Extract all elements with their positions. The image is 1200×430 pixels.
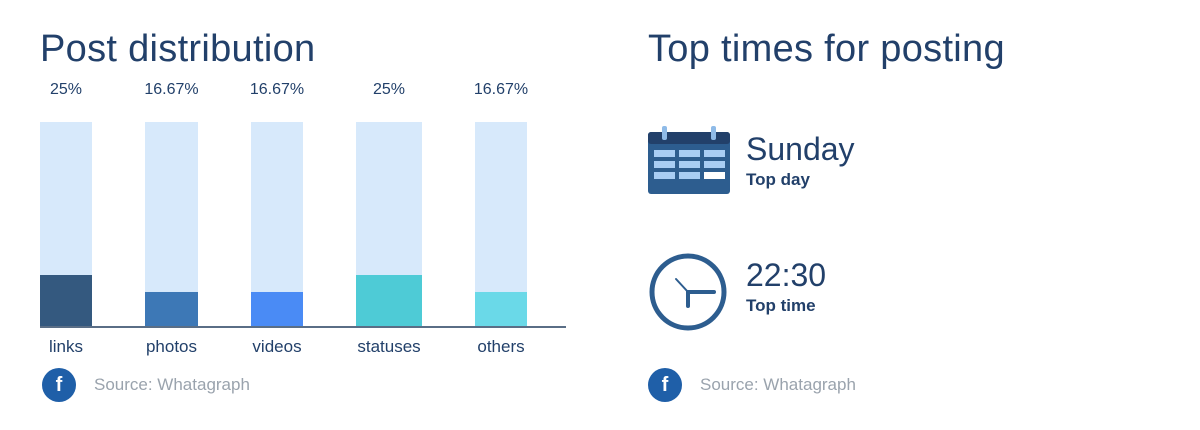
bar-value-label: 25% <box>373 81 405 98</box>
category-label: videos <box>252 337 301 356</box>
bar <box>356 275 422 326</box>
bar <box>40 275 92 326</box>
top-day-info: Sunday Top day <box>746 130 855 190</box>
bar-value-label: 25% <box>50 81 82 98</box>
bar <box>475 291 527 326</box>
top-times-title: Top times for posting <box>648 28 1005 70</box>
top-day-caption: Top day <box>746 170 810 189</box>
top-time-info: 22:30 Top time <box>746 256 826 316</box>
top-time-row: 22:30 Top time <box>648 252 826 336</box>
top-time-caption: Top time <box>746 296 816 315</box>
post-distribution-title: Post distribution <box>40 28 316 70</box>
category-label: photos <box>146 337 197 356</box>
source-label: Source: Whatagraph <box>700 375 856 394</box>
clock-icon <box>649 253 727 331</box>
bar <box>251 291 303 326</box>
top-time-value: 22:30 <box>746 257 827 293</box>
bar <box>145 291 198 326</box>
facebook-icon: f <box>648 368 682 402</box>
calendar-icon <box>648 126 730 194</box>
top-times-panel: Top times for posting Sunday Top day <box>600 0 1200 430</box>
source-row: f Source: Whatagraph <box>648 368 856 402</box>
top-day-value: Sunday <box>746 131 855 167</box>
top-day-row: Sunday Top day <box>648 126 855 210</box>
post-distribution-panel: Post distribution 25% links 16.67% photos 16… <box>40 28 566 402</box>
bar-value-label: 16.67% <box>474 81 528 98</box>
source-row: f Source: Whatagraph <box>42 368 250 402</box>
bar-value-label: 16.67% <box>144 81 198 98</box>
facebook-icon: f <box>42 368 76 402</box>
category-label: statuses <box>357 337 420 356</box>
category-label: others <box>477 337 524 356</box>
category-label: links <box>49 337 83 356</box>
bar-value-label: 16.67% <box>250 81 304 98</box>
source-label: Source: Whatagraph <box>94 375 250 394</box>
post-distribution-chart: 25% links 16.67% photos 16.67% videos 25% statu… <box>40 81 566 356</box>
